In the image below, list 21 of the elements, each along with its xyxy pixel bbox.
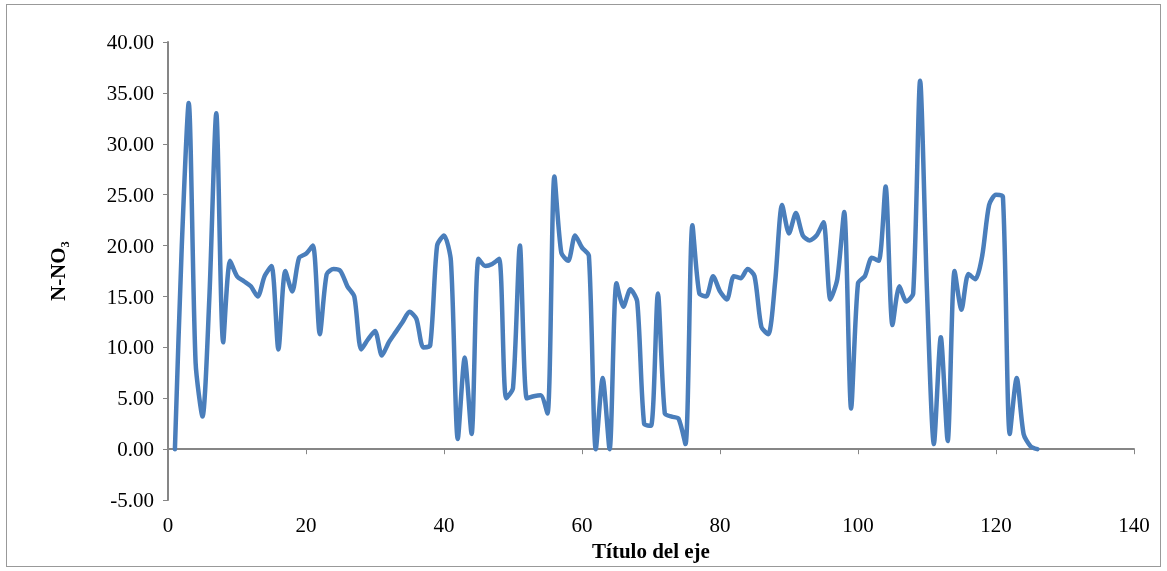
y-tick-label: 30.00 <box>106 131 154 156</box>
y-tick-label: 0.00 <box>117 437 154 462</box>
x-axis-title: Título del eje <box>592 538 710 563</box>
y-tick-label: 5.00 <box>117 386 154 411</box>
x-tick-label: 100 <box>842 512 874 537</box>
x-tick-label: 80 <box>709 512 731 537</box>
y-tick-label: 10.00 <box>106 335 154 360</box>
y-tick-label: 35.00 <box>106 80 154 105</box>
y-axis-title: N-NO₃ <box>45 241 70 302</box>
y-tick-label: 15.00 <box>106 284 154 309</box>
x-tick-label: 40 <box>433 512 455 537</box>
y-tick-label: 40.00 <box>106 30 154 54</box>
x-tick-label: 60 <box>571 512 593 537</box>
line-series <box>172 78 1040 452</box>
x-tick-label: 0 <box>162 512 174 537</box>
x-tick-label: 20 <box>295 512 317 537</box>
y-tick-label: 20.00 <box>106 233 154 258</box>
y-tick-label: -5.00 <box>110 488 154 513</box>
x-tick-label: 140 <box>1118 512 1150 537</box>
x-tick-label: 120 <box>980 512 1012 537</box>
y-tick-label: 25.00 <box>106 182 154 207</box>
